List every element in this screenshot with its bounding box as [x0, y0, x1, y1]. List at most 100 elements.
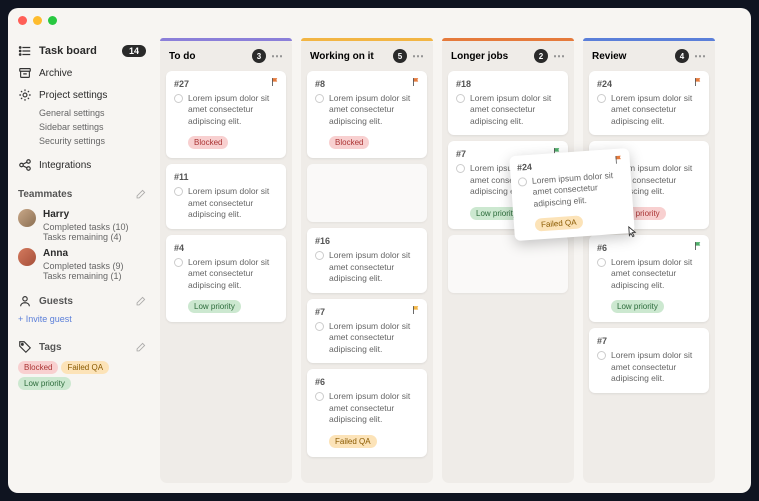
column-menu-icon[interactable]: ⋯	[271, 53, 283, 59]
sidebar-sub-item[interactable]: General settings	[18, 106, 146, 120]
sidebar-item-integrations[interactable]: Integrations	[18, 154, 146, 176]
edit-icon[interactable]	[135, 342, 146, 353]
task-card[interactable]: #27 Lorem ipsum dolor sit amet consectet…	[166, 71, 286, 158]
card-placeholder	[307, 164, 427, 222]
titlebar	[8, 8, 751, 32]
card-body: Lorem ipsum dolor sit amet consectetur a…	[597, 257, 701, 291]
status-circle[interactable]	[597, 94, 606, 103]
tag-pill: Blocked	[329, 136, 369, 149]
tag-pill: Low priority	[611, 300, 664, 313]
column-count: 2	[534, 49, 548, 63]
card-id: #24	[597, 79, 701, 89]
flag-icon	[615, 155, 623, 163]
tag-pill[interactable]: Failed QA	[61, 361, 109, 374]
status-circle[interactable]	[597, 258, 606, 267]
task-card[interactable]: #6 Lorem ipsum dolor sit amet consectetu…	[307, 369, 427, 456]
content: Task board 14 Archive Project settings G…	[8, 32, 751, 493]
sidebar-sub-item[interactable]: Sidebar settings	[18, 120, 146, 134]
card-body: Lorem ipsum dolor sit amet consectetur a…	[174, 257, 278, 291]
flag-icon	[695, 242, 702, 250]
sidebar-item-archive[interactable]: Archive	[18, 62, 146, 84]
card-id: #6	[597, 243, 701, 253]
teammate-completed: Completed tasks (10)	[43, 222, 129, 232]
status-circle[interactable]	[174, 94, 183, 103]
column-title: To do	[169, 51, 195, 62]
guests-header-label: Guests	[39, 296, 73, 307]
column-count: 3	[252, 49, 266, 63]
card-id: #7	[315, 307, 419, 317]
teammate-name: Harry	[43, 209, 129, 220]
status-circle[interactable]	[518, 177, 528, 187]
board-column: Review 4 ⋯#24 Lorem ipsum dolor sit amet…	[583, 38, 715, 483]
tag-icon	[18, 340, 32, 354]
card-text: Lorem ipsum dolor sit amet consectetur a…	[329, 250, 419, 284]
status-circle[interactable]	[456, 164, 465, 173]
task-card[interactable]: #18 Lorem ipsum dolor sit amet consectet…	[448, 71, 568, 135]
task-card[interactable]: #8 Lorem ipsum dolor sit amet consectetu…	[307, 71, 427, 158]
column-menu-icon[interactable]: ⋯	[412, 53, 424, 59]
column-title: Working on it	[310, 51, 374, 62]
edit-icon[interactable]	[135, 189, 146, 200]
task-card[interactable]: #16 Lorem ipsum dolor sit amet consectet…	[307, 228, 427, 292]
teammate-completed: Completed tasks (9)	[43, 261, 124, 271]
task-card[interactable]: #4 Lorem ipsum dolor sit amet consectetu…	[166, 235, 286, 322]
max-dot[interactable]	[48, 16, 57, 25]
status-circle[interactable]	[597, 351, 606, 360]
tag-pill[interactable]: Blocked	[18, 361, 58, 374]
guests-icon	[18, 294, 32, 308]
teammate-info: Harry Completed tasks (10) Tasks remaini…	[43, 209, 129, 242]
card-placeholder	[448, 235, 568, 293]
card-id: #16	[315, 236, 419, 246]
card-body: Lorem ipsum dolor sit amet consectetur a…	[174, 93, 278, 127]
teammates-header-label: Teammates	[18, 189, 72, 200]
cards-list: #8 Lorem ipsum dolor sit amet consectetu…	[301, 71, 433, 463]
sidebar: Task board 14 Archive Project settings G…	[8, 32, 156, 493]
column-header: Longer jobs 2 ⋯	[442, 41, 574, 71]
column-menu-icon[interactable]: ⋯	[553, 53, 565, 59]
invite-guest-link[interactable]: + Invite guest	[18, 311, 146, 327]
card-body: Lorem ipsum dolor sit amet consectetur a…	[518, 169, 626, 211]
board-column: Working on it 5 ⋯#8 Lorem ipsum dolor si…	[301, 38, 433, 483]
card-id: #6	[315, 377, 419, 387]
column-title: Review	[592, 51, 626, 62]
taskboard-label: Task board	[39, 45, 97, 57]
card-text: Lorem ipsum dolor sit amet consectetur a…	[329, 321, 419, 355]
status-circle[interactable]	[456, 94, 465, 103]
status-circle[interactable]	[315, 392, 324, 401]
teammate-row[interactable]: Harry Completed tasks (10) Tasks remaini…	[18, 209, 146, 242]
edit-icon[interactable]	[135, 296, 146, 307]
avatar	[18, 209, 36, 227]
sidebar-sub-item[interactable]: Security settings	[18, 134, 146, 148]
task-card[interactable]: #7 Lorem ipsum dolor sit amet consectetu…	[589, 328, 709, 392]
card-body: Lorem ipsum dolor sit amet consectetur a…	[315, 250, 419, 284]
status-circle[interactable]	[174, 187, 183, 196]
card-text: Lorem ipsum dolor sit amet consectetur a…	[611, 257, 701, 291]
task-card[interactable]: #24 Lorem ipsum dolor sit amet consectet…	[589, 71, 709, 135]
status-circle[interactable]	[315, 322, 324, 331]
sidebar-item-project-settings[interactable]: Project settings	[18, 84, 146, 106]
tags-header-label: Tags	[39, 342, 62, 353]
card-text: Lorem ipsum dolor sit amet consectetur a…	[188, 186, 278, 220]
card-body: Lorem ipsum dolor sit amet consectetur a…	[456, 93, 560, 127]
task-card[interactable]: #11 Lorem ipsum dolor sit amet consectet…	[166, 164, 286, 228]
sidebar-item-taskboard[interactable]: Task board 14	[18, 40, 146, 62]
card-body: Lorem ipsum dolor sit amet consectetur a…	[174, 186, 278, 220]
integrations-label: Integrations	[39, 160, 91, 171]
min-dot[interactable]	[33, 16, 42, 25]
task-card[interactable]: #6 Lorem ipsum dolor sit amet consectetu…	[589, 235, 709, 322]
card-body: Lorem ipsum dolor sit amet consectetur a…	[597, 350, 701, 384]
card-id: #18	[456, 79, 560, 89]
integrations-icon	[18, 158, 32, 172]
status-circle[interactable]	[315, 94, 324, 103]
column-menu-icon[interactable]: ⋯	[694, 53, 706, 59]
close-dot[interactable]	[18, 16, 27, 25]
teammate-row[interactable]: Anna Completed tasks (9) Tasks remaining…	[18, 248, 146, 281]
task-card[interactable]: #7 Lorem ipsum dolor sit amet consectetu…	[307, 299, 427, 363]
dragging-card[interactable]: #24 Lorem ipsum dolor sit amet consectet…	[509, 148, 635, 242]
teammate-info: Anna Completed tasks (9) Tasks remaining…	[43, 248, 124, 281]
status-circle[interactable]	[315, 251, 324, 260]
flag-icon	[272, 78, 279, 86]
tag-pill[interactable]: Low priority	[18, 377, 71, 390]
list-icon	[18, 44, 32, 58]
status-circle[interactable]	[174, 258, 183, 267]
